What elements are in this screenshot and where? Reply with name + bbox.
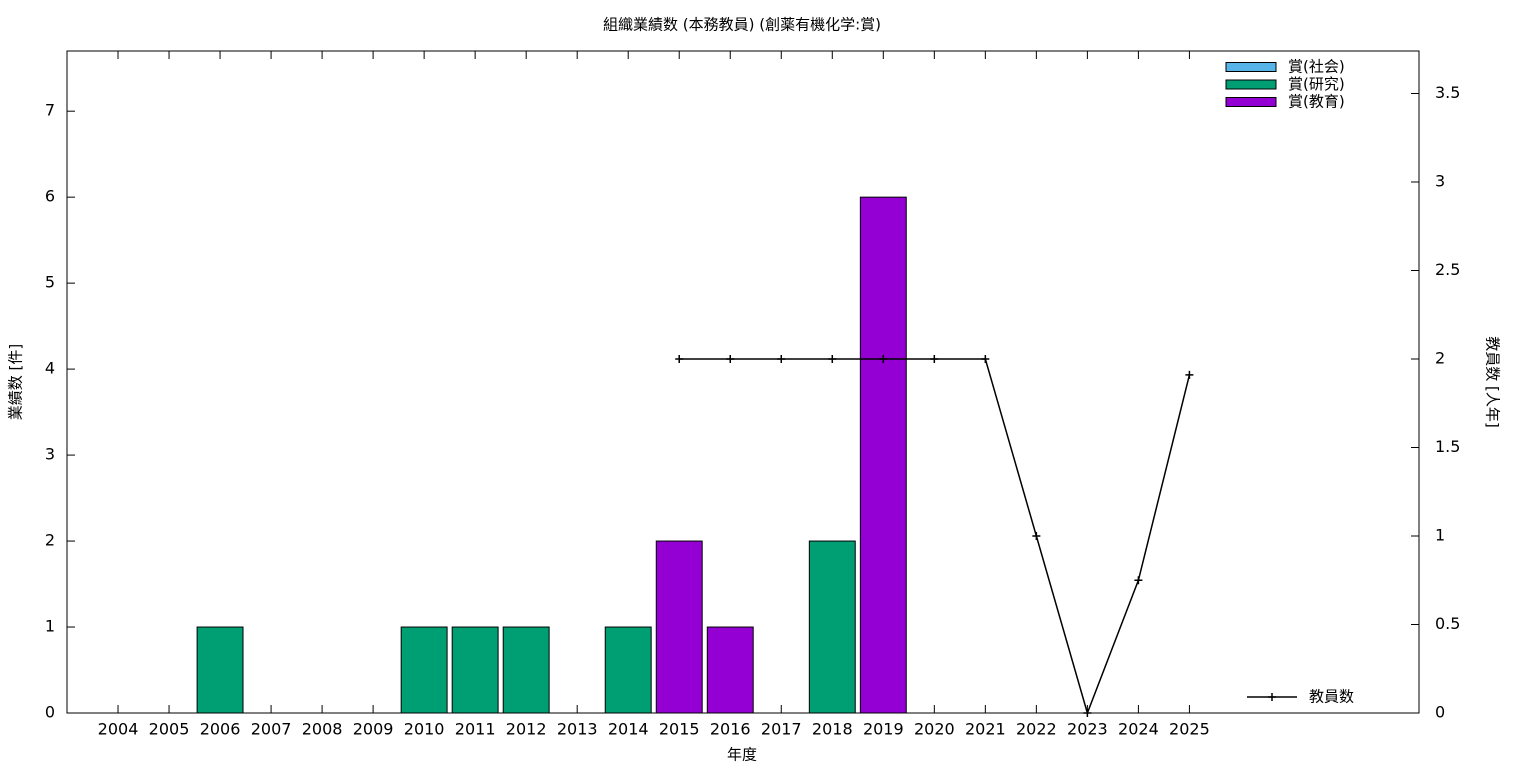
bar <box>655 540 703 714</box>
bar <box>451 626 499 714</box>
x-tick-label: 2019 <box>863 720 904 739</box>
y2-tick-label: 2 <box>1435 348 1445 367</box>
x-tick-label: 2007 <box>251 720 292 739</box>
y-tick-label: 3 <box>45 445 55 464</box>
y2-tick-label: 1 <box>1435 525 1445 544</box>
y2-tick-label: 3.5 <box>1435 83 1460 102</box>
x-tick-label: 2025 <box>1169 720 1210 739</box>
line <box>679 358 1191 716</box>
point <box>726 354 735 363</box>
bar <box>604 626 652 714</box>
y-tick-label: 2 <box>45 531 55 550</box>
x-tick-label: 2005 <box>149 720 190 739</box>
y-tick-label: 1 <box>45 617 55 636</box>
x-axis-label: 年度 <box>727 746 757 764</box>
x-tick-label: 2009 <box>353 720 394 739</box>
bar <box>502 626 550 714</box>
x-tick-label: 2021 <box>965 720 1006 739</box>
x-tick-label: 2004 <box>98 720 139 739</box>
legend-point <box>1268 693 1276 701</box>
legend-label: 教員数 <box>1309 688 1354 706</box>
x-tick-label: 2018 <box>812 720 853 739</box>
x-tick-label: 2020 <box>914 720 955 739</box>
x-tick-label: 2006 <box>200 720 241 739</box>
chart-title: 組織業績数 (本務教員) (創薬有機化学:賞) <box>603 16 881 34</box>
x-tick-label: 2012 <box>506 720 547 739</box>
legend-swatch <box>1225 62 1277 72</box>
x-tick-label: 2016 <box>710 720 751 739</box>
y2-axis-label: 教員数 [人年] <box>1484 336 1502 427</box>
x-tick-label: 2013 <box>557 720 598 739</box>
legend-swatch <box>1225 97 1277 107</box>
x-tick-label: 2010 <box>404 720 445 739</box>
x-tick-label: 2008 <box>302 720 343 739</box>
bar <box>808 540 856 714</box>
point <box>777 354 786 363</box>
x-tick-label: 2011 <box>455 720 496 739</box>
y2-tick-label: 2.5 <box>1435 260 1460 279</box>
point <box>828 354 837 363</box>
plot-frame <box>66 50 1420 714</box>
point <box>1032 531 1041 540</box>
y-tick-label: 0 <box>45 703 55 722</box>
y2-tick-label: 0 <box>1435 703 1445 722</box>
y-tick-label: 4 <box>45 359 55 378</box>
bar <box>706 626 754 714</box>
y-tick-label: 6 <box>45 187 55 206</box>
x-tick-label: 2022 <box>1016 720 1057 739</box>
bar <box>400 626 448 714</box>
y2-tick-label: 0.5 <box>1435 614 1460 633</box>
y-tick-label: 7 <box>45 101 55 120</box>
point <box>930 354 939 363</box>
legend-label: 賞(研究) <box>1288 75 1345 93</box>
x-tick-label: 2023 <box>1067 720 1108 739</box>
point <box>1185 370 1194 379</box>
x-tick-label: 2017 <box>761 720 802 739</box>
y2-tick-label: 1.5 <box>1435 437 1460 456</box>
y-axis-label: 業績数 [件] <box>7 344 25 420</box>
legend-swatch <box>1225 79 1277 90</box>
legend-label: 賞(教育) <box>1288 93 1345 111</box>
y-tick-label: 5 <box>45 273 55 292</box>
y2-tick-label: 3 <box>1435 171 1445 190</box>
point <box>981 354 990 363</box>
point <box>1134 576 1143 585</box>
x-tick-label: 2015 <box>659 720 700 739</box>
point <box>675 354 684 363</box>
legend-label: 賞(社会) <box>1288 58 1345 76</box>
bar <box>859 196 907 714</box>
bar <box>196 626 244 714</box>
point <box>879 354 888 363</box>
x-tick-label: 2024 <box>1118 720 1159 739</box>
x-tick-label: 2014 <box>608 720 649 739</box>
